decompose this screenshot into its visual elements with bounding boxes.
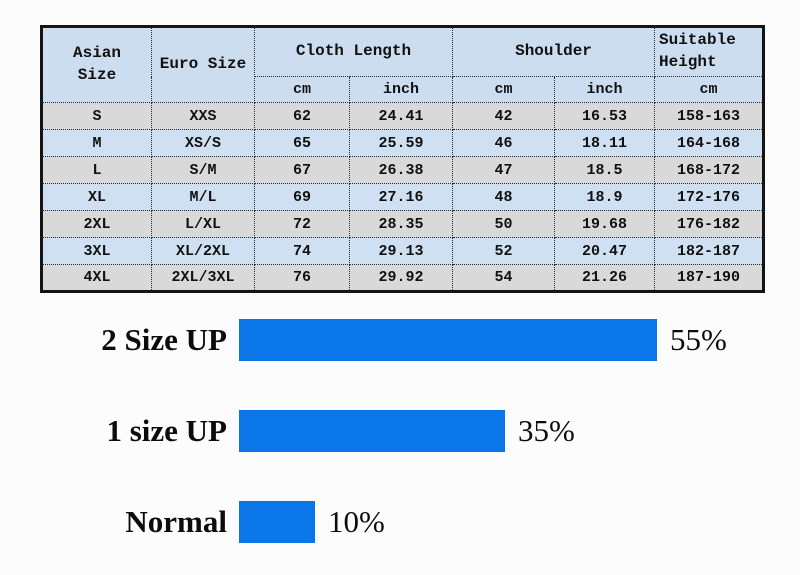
table-cell-len_in: 25.59	[349, 129, 453, 157]
col-header-euro-size: Euro Size	[151, 26, 255, 103]
table-cell-euro: S/M	[151, 156, 255, 184]
table-cell-len_cm: 65	[254, 129, 350, 157]
table-cell-asian: L	[41, 156, 152, 184]
table-cell-height: 158-163	[654, 102, 764, 130]
table-cell-len_cm: 69	[254, 183, 350, 211]
table-cell-len_cm: 74	[254, 237, 350, 265]
table-row: L S/M 67 26.38 47 18.5 168-172	[41, 156, 764, 184]
table-cell-asian: XL	[41, 183, 152, 211]
table-cell-asian: 3XL	[41, 237, 152, 265]
table-cell-asian: M	[41, 129, 152, 157]
bar-value-label: 35%	[518, 413, 575, 448]
table-cell-sh_cm: 47	[452, 156, 555, 184]
table-cell-sh_cm: 54	[452, 264, 555, 292]
unit-header-inch: inch	[554, 76, 655, 103]
unit-header-cm: cm	[254, 76, 350, 103]
chart-row: 2 Size UP 55%	[0, 318, 800, 362]
table-cell-height: 187-190	[654, 264, 764, 292]
table-cell-sh_in: 18.11	[554, 129, 655, 157]
table-row: M XS/S 65 25.59 46 18.11 164-168	[41, 129, 764, 157]
table-cell-sh_cm: 52	[452, 237, 555, 265]
bar-category-label: 2 Size UP	[101, 322, 227, 357]
unit-header-inch: inch	[349, 76, 453, 103]
unit-header-cm: cm	[452, 76, 555, 103]
bar	[239, 319, 657, 361]
table-cell-euro: 2XL/3XL	[151, 264, 255, 292]
table-cell-sh_cm: 50	[452, 210, 555, 238]
table-header-row: Asian Size Euro Size Cloth Length Should…	[41, 26, 764, 103]
table-cell-sh_in: 18.5	[554, 156, 655, 184]
col-header-cloth-length: Cloth Length	[254, 26, 453, 77]
unit-header-cm: cm	[654, 76, 764, 103]
table-cell-euro: XS/S	[151, 129, 255, 157]
bar-value-label: 10%	[328, 504, 385, 539]
table-cell-euro: XL/2XL	[151, 237, 255, 265]
table-cell-sh_in: 16.53	[554, 102, 655, 130]
table-row: 4XL 2XL/3XL 76 29.92 54 21.26 187-190	[41, 264, 764, 292]
table-cell-euro: M/L	[151, 183, 255, 211]
table-cell-len_cm: 76	[254, 264, 350, 292]
table-cell-asian: S	[41, 102, 152, 130]
table-cell-len_cm: 67	[254, 156, 350, 184]
table-cell-len_in: 29.13	[349, 237, 453, 265]
table-row: S XXS 62 24.41 42 16.53 158-163	[41, 102, 764, 130]
table-cell-sh_in: 19.68	[554, 210, 655, 238]
table-row: 3XL XL/2XL 74 29.13 52 20.47 182-187	[41, 237, 764, 265]
bar-category-label: 1 size UP	[106, 413, 227, 448]
table-cell-sh_cm: 42	[452, 102, 555, 130]
size-up-bar-chart: 2 Size UP 55% 1 size UP 35% Normal 10%	[0, 318, 800, 575]
col-header-asian-size: Asian Size	[41, 26, 152, 103]
chart-row: 1 size UP 35%	[0, 409, 800, 453]
table-row: 2XL L/XL 72 28.35 50 19.68 176-182	[41, 210, 764, 238]
table-cell-height: 182-187	[654, 237, 764, 265]
table-cell-euro: XXS	[151, 102, 255, 130]
bar-category-label: Normal	[125, 504, 227, 539]
bar	[239, 410, 505, 452]
table-cell-sh_in: 21.26	[554, 264, 655, 292]
table-cell-len_cm: 62	[254, 102, 350, 130]
table-cell-len_in: 24.41	[349, 102, 453, 130]
table-units-row: cm inch cm inch cm	[42, 76, 764, 103]
table-cell-asian: 4XL	[41, 264, 152, 292]
size-chart-table: Asian Size Euro Size Cloth Length Should…	[40, 25, 765, 293]
table-cell-height: 164-168	[654, 129, 764, 157]
table-cell-height: 168-172	[654, 156, 764, 184]
chart-row: Normal 10%	[0, 500, 800, 544]
table-cell-height: 172-176	[654, 183, 764, 211]
bar-value-label: 55%	[670, 322, 727, 357]
table-cell-sh_cm: 46	[452, 129, 555, 157]
table-cell-euro: L/XL	[151, 210, 255, 238]
table-cell-len_in: 29.92	[349, 264, 453, 292]
table-row: XL M/L 69 27.16 48 18.9 172-176	[41, 183, 764, 211]
col-header-shoulder: Shoulder	[452, 26, 655, 77]
table-cell-sh_in: 20.47	[554, 237, 655, 265]
table-cell-sh_cm: 48	[452, 183, 555, 211]
table-cell-len_cm: 72	[254, 210, 350, 238]
bar	[239, 501, 315, 543]
table-cell-height: 176-182	[654, 210, 764, 238]
col-header-suitable-height: Suitable Height	[654, 26, 764, 77]
table-cell-sh_in: 18.9	[554, 183, 655, 211]
table-cell-len_in: 27.16	[349, 183, 453, 211]
table-cell-asian: 2XL	[41, 210, 152, 238]
table-cell-len_in: 26.38	[349, 156, 453, 184]
table-cell-len_in: 28.35	[349, 210, 453, 238]
